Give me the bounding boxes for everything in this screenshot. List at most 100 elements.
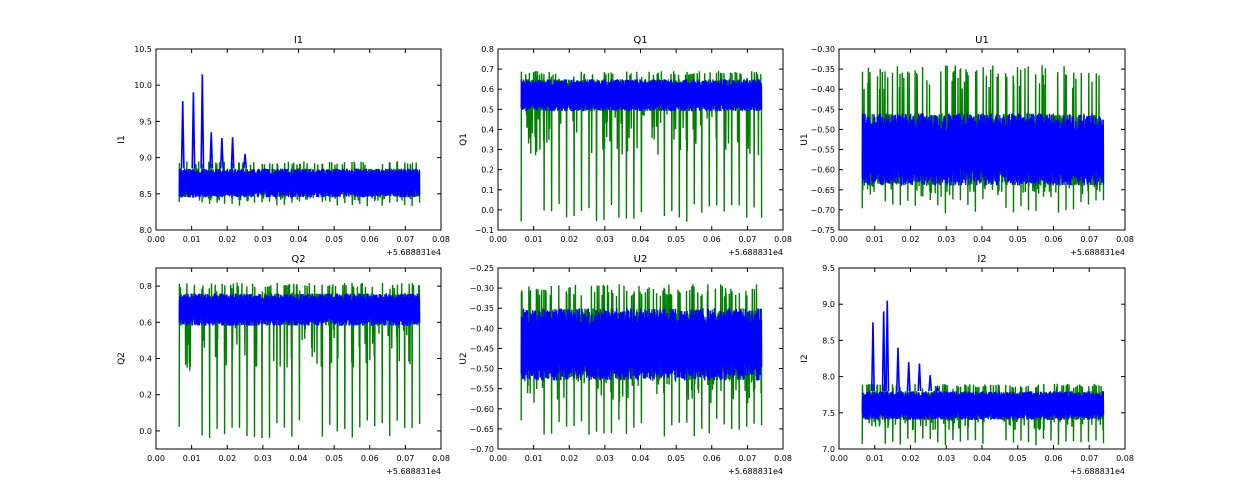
chart-title: I2 [977, 254, 986, 265]
x-tick-label: 0.00 [147, 235, 165, 244]
x-tick-label: 0.08 [1116, 454, 1134, 463]
y-tick-label: −0.65 [810, 186, 835, 195]
x-tick-label: 0.03 [937, 235, 955, 244]
x-tick-label: 0.03 [596, 235, 614, 244]
series-1-spike-1 [881, 311, 886, 392]
y-tick-label: 0.6 [481, 85, 494, 94]
y-axis-label: I1 [117, 135, 127, 143]
y-tick-label: −0.65 [469, 425, 494, 434]
x-tick-label: 0.06 [361, 235, 379, 244]
y-tick-label: 10.5 [134, 45, 152, 54]
y-tick-label: 0.2 [481, 166, 494, 175]
x-tick-label: 0.05 [325, 235, 343, 244]
chart-panel-u2: 0.00 0.01 0.02 0.03 0.04 0.05 0.06 0.07 0.08 −0.7… [459, 254, 792, 476]
x-tick-label: 0.01 [525, 235, 543, 244]
series-1-spike-2 [200, 74, 205, 169]
x-tick-label: 0.08 [432, 235, 450, 244]
x-tick-label: 0.04 [632, 235, 650, 244]
y-tick-label: −0.30 [810, 45, 835, 54]
x-tick-label: 0.05 [1009, 235, 1027, 244]
x-tick-label: 0.06 [1045, 235, 1063, 244]
y-tick-label: 9.0 [822, 300, 835, 309]
x-tick-label: 0.03 [254, 235, 272, 244]
x-tick-label: 0.06 [361, 454, 379, 463]
x-tick-label: 0.00 [830, 235, 848, 244]
x-tick-label: 0.01 [866, 235, 884, 244]
x-tick-label: 0.08 [774, 235, 792, 244]
x-tick-label: 0.05 [667, 454, 685, 463]
x-tick-label: 0.01 [183, 235, 201, 244]
x-tick-label: 0.04 [973, 235, 991, 244]
x-tick-label: 0.07 [738, 454, 756, 463]
x-offset-label: +5.688831e4 [386, 467, 441, 476]
x-tick-label: 0.05 [667, 235, 685, 244]
x-tick-label: 0.08 [774, 454, 792, 463]
x-tick-label: 0.05 [1009, 454, 1027, 463]
x-tick-label: 0.08 [432, 454, 450, 463]
chart-panel-i2: 0.00 0.01 0.02 0.03 0.04 0.05 0.06 0.07 0.08 7.0 7… [800, 254, 1134, 476]
x-tick-label: 0.06 [703, 454, 721, 463]
x-tick-label: 0.00 [147, 454, 165, 463]
y-tick-label: 0.5 [481, 105, 494, 114]
y-tick-label: 0.8 [139, 282, 152, 291]
x-tick-label: 0.01 [183, 454, 201, 463]
y-tick-label: −0.55 [469, 385, 494, 394]
series-1-line [178, 168, 421, 198]
x-tick-label: 0.01 [525, 454, 543, 463]
series-1-spike-5 [230, 137, 235, 169]
x-tick-label: 0.05 [325, 454, 343, 463]
chart-panel-q2: 0.00 0.01 0.02 0.03 0.04 0.05 0.06 0.07 0.08 0.0 0… [117, 254, 450, 476]
series-1-line [520, 308, 763, 381]
x-tick-label: 0.04 [290, 235, 308, 244]
x-tick-label: 0.02 [560, 454, 578, 463]
y-tick-label: 0.7 [481, 65, 494, 74]
series-1-spike-3 [895, 347, 900, 392]
x-offset-label: +5.688831e4 [1070, 467, 1125, 476]
series-1-spike-0 [870, 322, 875, 392]
x-tick-label: 0.03 [254, 454, 272, 463]
y-tick-label: 9.5 [139, 117, 152, 126]
x-tick-label: 0.07 [1080, 454, 1098, 463]
x-tick-label: 0.07 [1080, 235, 1098, 244]
x-tick-label: 0.02 [218, 454, 236, 463]
y-tick-label: 8.0 [139, 226, 152, 235]
y-tick-label: −0.55 [810, 146, 835, 155]
x-tick-label: 0.08 [1116, 235, 1134, 244]
y-tick-label: −0.50 [469, 365, 494, 374]
x-tick-label: 0.03 [937, 454, 955, 463]
x-tick-label: 0.04 [290, 454, 308, 463]
chart-title: I1 [294, 35, 303, 46]
series-1-spike-5 [917, 363, 922, 392]
x-offset-label: +5.688831e4 [386, 248, 441, 257]
y-axis-label: Q2 [117, 352, 127, 365]
y-tick-label: −0.45 [810, 105, 835, 114]
y-tick-label: 0.3 [481, 146, 494, 155]
x-tick-label: 0.07 [738, 235, 756, 244]
y-tick-label: 8.5 [822, 336, 835, 345]
y-axis-label: U2 [459, 352, 469, 364]
plot-area [520, 284, 763, 437]
y-tick-label: −0.60 [469, 405, 494, 414]
y-tick-label: −0.35 [469, 304, 494, 313]
y-tick-label: 7.0 [822, 445, 835, 454]
y-tick-label: −0.25 [469, 264, 494, 273]
series-1-spike-6 [243, 153, 248, 169]
series-1-line [520, 79, 763, 112]
x-tick-label: 0.02 [560, 235, 578, 244]
x-tick-label: 0.04 [632, 454, 650, 463]
series-1-line [861, 391, 1105, 421]
series-1-spike-3 [209, 132, 214, 169]
y-tick-label: 0.4 [139, 355, 152, 364]
y-tick-label: −0.60 [810, 166, 835, 175]
y-tick-label: 8.0 [822, 373, 835, 382]
chart-panel-i1: 0.00 0.01 0.02 0.03 0.04 0.05 0.06 0.07 0.08 8.0 8… [117, 35, 450, 257]
chart-title: U1 [975, 35, 989, 46]
series-1-spike-0 [180, 101, 185, 169]
x-tick-label: 0.02 [902, 454, 920, 463]
y-tick-label: −0.30 [469, 284, 494, 293]
y-tick-label: −0.70 [469, 445, 494, 454]
y-tick-label: 0.6 [139, 318, 152, 327]
plot-area [861, 65, 1105, 214]
x-tick-label: 0.06 [1045, 454, 1063, 463]
